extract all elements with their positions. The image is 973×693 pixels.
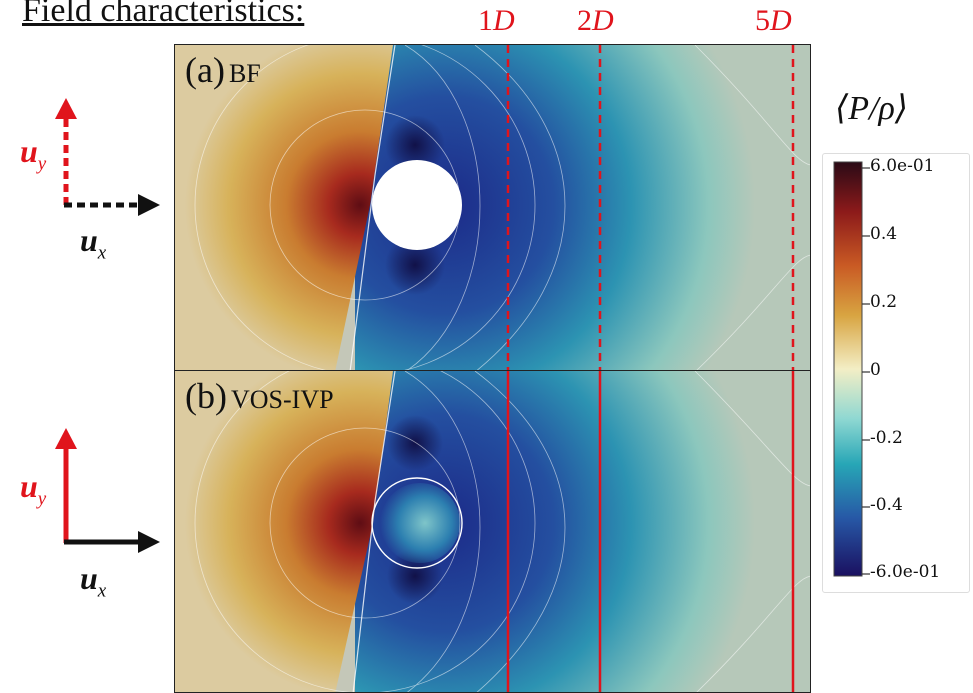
ux-label-a: ux <box>80 222 107 264</box>
ux-arrow-solid <box>64 531 160 553</box>
pressure-field-b <box>175 371 810 692</box>
colorbar-tick-zero: 0 <box>870 360 881 380</box>
colorbar-title: ⟨P/ρ⟩ <box>835 90 909 127</box>
colorbar-scale <box>833 161 870 577</box>
uy-label-a: uy <box>20 133 47 175</box>
panel-a-label: (a) BF <box>185 50 261 90</box>
pressure-field-a <box>175 45 810 370</box>
ux-arrow-dotted <box>64 194 160 216</box>
panel-b-label: (b) VOS-IVP <box>185 376 334 416</box>
colorbar-tick-min: -6.0e-01 <box>870 562 941 582</box>
colorbar-tick: 0.2 <box>870 292 898 312</box>
marker-1d: 1D <box>478 4 515 37</box>
uy-arrow-solid <box>55 428 77 543</box>
marker-2d: 2D <box>577 4 614 37</box>
colorbar-tick: -0.2 <box>870 428 903 448</box>
marker-5d: 5D <box>755 4 792 37</box>
figure-heading: Field characteristics: <box>22 0 305 29</box>
velocity-arrows-a <box>55 98 160 216</box>
colorbar-tick: -0.4 <box>870 495 903 515</box>
uy-label-b: uy <box>20 468 47 510</box>
colorbar-tick-max: 6.0e-01 <box>870 156 935 176</box>
panel-b-vos-ivp: (b) VOS-IVP <box>174 370 811 693</box>
colorbar-tick: 0.4 <box>870 224 898 244</box>
ux-label-b: ux <box>80 560 107 602</box>
uy-arrow-dotted <box>55 98 77 205</box>
panel-a-bf: (a) BF <box>174 44 811 371</box>
velocity-arrows-b <box>55 428 160 553</box>
